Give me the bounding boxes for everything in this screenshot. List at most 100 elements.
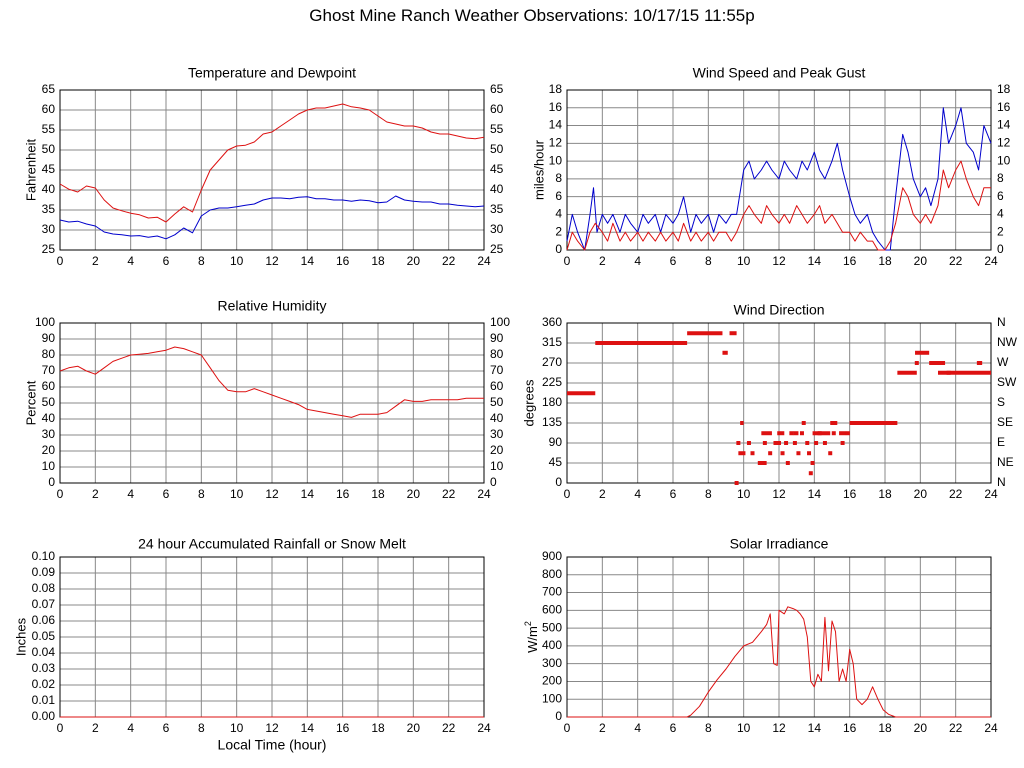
y-tick-label: 6 bbox=[555, 189, 562, 203]
x-tick-label: 2 bbox=[92, 254, 99, 268]
x-tick-label: 14 bbox=[808, 254, 822, 268]
right-tick-label: 90 bbox=[490, 331, 504, 345]
right-tick-label: 10 bbox=[997, 153, 1011, 167]
x-tick-label: 20 bbox=[914, 721, 928, 735]
x-tick-label: 2 bbox=[599, 487, 606, 501]
y-axis-label: Inches bbox=[13, 617, 28, 656]
x-tick-label: 12 bbox=[265, 487, 279, 501]
y-tick-label: 500 bbox=[542, 620, 562, 634]
x-tick-label: 10 bbox=[230, 487, 244, 501]
y-tick-label: 0 bbox=[555, 475, 562, 489]
x-tick-label: 10 bbox=[737, 721, 751, 735]
x-tick-label: 4 bbox=[634, 487, 641, 501]
right-tick-label: N bbox=[997, 315, 1006, 329]
x-tick-label: 16 bbox=[336, 721, 350, 735]
right-tick-label: 50 bbox=[490, 395, 504, 409]
x-tick-label: 8 bbox=[705, 254, 712, 268]
x-tick-label: 24 bbox=[984, 254, 998, 268]
x-tick-label: 2 bbox=[599, 721, 606, 735]
x-tick-label: 20 bbox=[407, 487, 421, 501]
x-tick-label: 12 bbox=[772, 487, 786, 501]
y-tick-label: 0.07 bbox=[32, 597, 56, 611]
x-tick-label: 14 bbox=[301, 254, 315, 268]
x-tick-label: 4 bbox=[634, 721, 641, 735]
right-tick-label: 40 bbox=[490, 411, 504, 425]
page-title-area: Ghost Mine Ranch Weather Observations: 1… bbox=[0, 0, 1024, 30]
direction-point bbox=[777, 441, 781, 445]
y-tick-label: 10 bbox=[549, 153, 563, 167]
direction-point bbox=[845, 431, 850, 436]
direction-point bbox=[780, 451, 785, 456]
x-tick-label: 18 bbox=[371, 254, 385, 268]
y-tick-label: 135 bbox=[542, 415, 562, 429]
y-tick-label: 4 bbox=[555, 207, 562, 221]
plot-frame bbox=[566, 322, 992, 484]
right-tick-label: SW bbox=[997, 375, 1017, 389]
plot-frame bbox=[566, 89, 992, 251]
x-tick-label: 4 bbox=[634, 254, 641, 268]
y-tick-label: 0.02 bbox=[32, 677, 56, 691]
right-tick-label: 12 bbox=[997, 136, 1011, 150]
x-tick-label: 6 bbox=[163, 721, 170, 735]
right-tick-label: 100 bbox=[490, 315, 510, 329]
right-tick-label: E bbox=[997, 435, 1005, 449]
y-tick-label: 50 bbox=[42, 142, 56, 156]
y-tick-label: 180 bbox=[542, 395, 562, 409]
right-tick-label: 14 bbox=[997, 118, 1011, 132]
y-tick-label: 360 bbox=[542, 315, 562, 329]
x-tick-label: 14 bbox=[301, 721, 315, 735]
x-tick-label: 0 bbox=[57, 721, 64, 735]
y-axis-label: degrees bbox=[521, 379, 536, 426]
x-tick-label: 24 bbox=[984, 487, 998, 501]
y-tick-label: 700 bbox=[542, 585, 562, 599]
x-tick-label: 12 bbox=[265, 721, 279, 735]
direction-point bbox=[807, 451, 812, 456]
direction-point bbox=[792, 441, 797, 445]
y-tick-label: 0.05 bbox=[32, 629, 56, 643]
x-tick-label: 20 bbox=[407, 721, 421, 735]
y-tick-label: 0 bbox=[555, 709, 562, 723]
y-tick-label: 0.04 bbox=[32, 645, 56, 659]
direction-point bbox=[784, 441, 789, 445]
right-tick-label: 2 bbox=[997, 224, 1004, 238]
right-tick-label: 80 bbox=[490, 347, 504, 361]
x-tick-label: 8 bbox=[198, 487, 205, 501]
series-line bbox=[566, 107, 992, 251]
direction-point bbox=[805, 441, 810, 445]
direction-point bbox=[796, 451, 801, 456]
x-tick-label: 16 bbox=[843, 487, 857, 501]
x-tick-label: 18 bbox=[878, 721, 892, 735]
y-tick-label: 900 bbox=[542, 549, 562, 563]
right-tick-label: 55 bbox=[490, 122, 504, 136]
chart-title: Temperature and Dewpoint bbox=[188, 65, 356, 81]
right-tick-label: 18 bbox=[997, 82, 1011, 96]
x-tick-label: 10 bbox=[737, 254, 751, 268]
direction-point bbox=[814, 441, 819, 445]
x-tick-label: 22 bbox=[442, 487, 456, 501]
right-tick-label: 30 bbox=[490, 222, 504, 236]
y-tick-label: 80 bbox=[42, 347, 56, 361]
right-tick-label: 70 bbox=[490, 363, 504, 377]
y-axis-label: Percent bbox=[23, 380, 38, 425]
y-axis-label-text: W/m bbox=[525, 626, 540, 653]
right-tick-label: 60 bbox=[490, 379, 504, 393]
y-tick-label: 0.00 bbox=[32, 709, 56, 723]
x-tick-label: 22 bbox=[949, 487, 963, 501]
x-tick-label: 22 bbox=[442, 721, 456, 735]
y-axis-label: W/m2 bbox=[523, 621, 540, 653]
direction-point bbox=[808, 471, 813, 476]
y-tick-label: 90 bbox=[42, 331, 56, 345]
y-tick-label: 200 bbox=[542, 674, 562, 688]
right-tick-label: 50 bbox=[490, 142, 504, 156]
x-tick-label: 24 bbox=[477, 721, 491, 735]
x-tick-label: 14 bbox=[808, 721, 822, 735]
right-tick-label: SE bbox=[997, 415, 1013, 429]
direction-point bbox=[914, 361, 919, 365]
x-tick-label: 20 bbox=[914, 254, 928, 268]
x-tick-label: 6 bbox=[670, 721, 677, 735]
direction-point bbox=[773, 441, 778, 445]
y-tick-label: 55 bbox=[42, 122, 56, 136]
direction-point bbox=[822, 441, 827, 445]
